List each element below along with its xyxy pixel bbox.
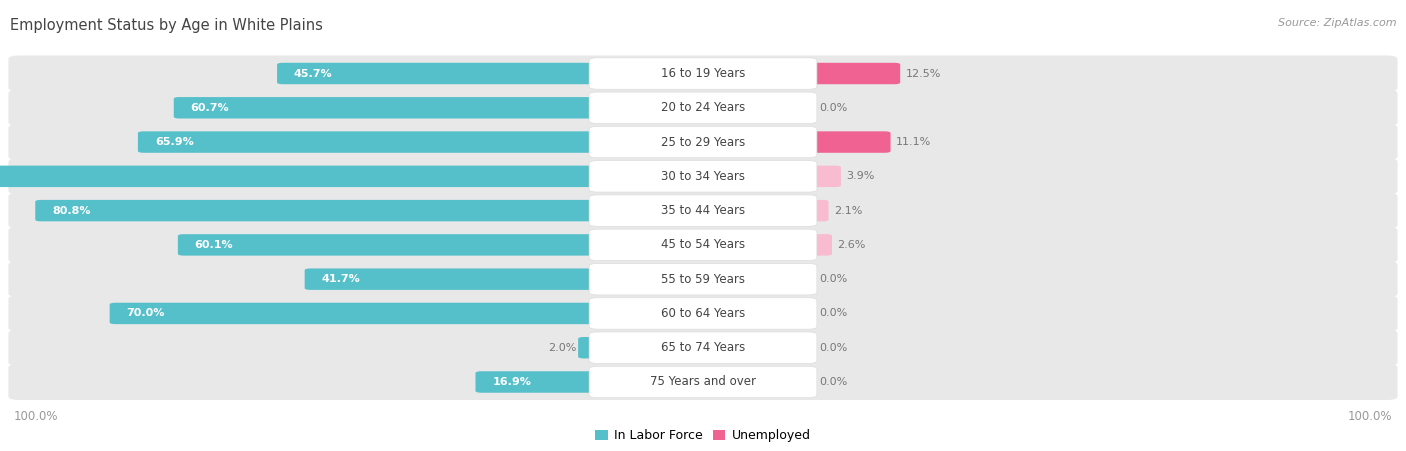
Text: 100.0%: 100.0% — [1347, 410, 1392, 423]
FancyBboxPatch shape — [803, 234, 832, 256]
Text: 0.0%: 0.0% — [820, 308, 848, 318]
FancyBboxPatch shape — [589, 161, 817, 192]
Text: 45 to 54 Years: 45 to 54 Years — [661, 239, 745, 251]
Text: 55 to 59 Years: 55 to 59 Years — [661, 273, 745, 285]
FancyBboxPatch shape — [803, 131, 890, 153]
Text: 60 to 64 Years: 60 to 64 Years — [661, 307, 745, 320]
Text: 2.0%: 2.0% — [548, 343, 576, 353]
Text: 16 to 19 Years: 16 to 19 Years — [661, 67, 745, 80]
FancyBboxPatch shape — [578, 337, 603, 359]
FancyBboxPatch shape — [8, 193, 1398, 229]
FancyBboxPatch shape — [589, 366, 817, 398]
FancyBboxPatch shape — [8, 90, 1398, 126]
FancyBboxPatch shape — [589, 263, 817, 295]
FancyBboxPatch shape — [803, 200, 828, 221]
Text: 2.1%: 2.1% — [834, 206, 862, 216]
FancyBboxPatch shape — [277, 63, 603, 84]
Text: 65 to 74 Years: 65 to 74 Years — [661, 341, 745, 354]
FancyBboxPatch shape — [803, 63, 900, 84]
FancyBboxPatch shape — [110, 303, 603, 324]
Text: 25 to 29 Years: 25 to 29 Years — [661, 136, 745, 148]
FancyBboxPatch shape — [589, 126, 817, 158]
Text: 60.1%: 60.1% — [195, 240, 233, 250]
Text: 2.6%: 2.6% — [838, 240, 866, 250]
Text: 45.7%: 45.7% — [294, 69, 333, 78]
Text: 12.5%: 12.5% — [905, 69, 941, 78]
Text: Source: ZipAtlas.com: Source: ZipAtlas.com — [1278, 18, 1396, 28]
FancyBboxPatch shape — [305, 268, 603, 290]
Text: 60.7%: 60.7% — [191, 103, 229, 113]
Text: 65.9%: 65.9% — [155, 137, 194, 147]
FancyBboxPatch shape — [8, 227, 1398, 263]
Text: 30 to 34 Years: 30 to 34 Years — [661, 170, 745, 183]
FancyBboxPatch shape — [138, 131, 603, 153]
Text: 16.9%: 16.9% — [492, 377, 531, 387]
Text: 100.0%: 100.0% — [14, 410, 59, 423]
Legend: In Labor Force, Unemployed: In Labor Force, Unemployed — [591, 424, 815, 447]
FancyBboxPatch shape — [589, 195, 817, 226]
Text: 0.0%: 0.0% — [820, 343, 848, 353]
FancyBboxPatch shape — [0, 166, 603, 187]
Text: Employment Status by Age in White Plains: Employment Status by Age in White Plains — [10, 18, 323, 33]
FancyBboxPatch shape — [475, 371, 603, 393]
Text: 3.9%: 3.9% — [846, 171, 875, 181]
FancyBboxPatch shape — [589, 58, 817, 89]
FancyBboxPatch shape — [8, 158, 1398, 194]
FancyBboxPatch shape — [179, 234, 603, 256]
Text: 70.0%: 70.0% — [127, 308, 165, 318]
FancyBboxPatch shape — [8, 295, 1398, 331]
FancyBboxPatch shape — [174, 97, 603, 119]
Text: 20 to 24 Years: 20 to 24 Years — [661, 101, 745, 114]
Text: 75 Years and over: 75 Years and over — [650, 376, 756, 388]
FancyBboxPatch shape — [8, 55, 1398, 92]
Text: 0.0%: 0.0% — [820, 274, 848, 284]
FancyBboxPatch shape — [8, 330, 1398, 366]
FancyBboxPatch shape — [8, 261, 1398, 297]
Text: 41.7%: 41.7% — [322, 274, 360, 284]
FancyBboxPatch shape — [589, 229, 817, 261]
Text: 11.1%: 11.1% — [896, 137, 931, 147]
FancyBboxPatch shape — [803, 166, 841, 187]
Text: 0.0%: 0.0% — [820, 377, 848, 387]
Text: 0.0%: 0.0% — [820, 103, 848, 113]
FancyBboxPatch shape — [589, 332, 817, 364]
FancyBboxPatch shape — [589, 298, 817, 329]
FancyBboxPatch shape — [8, 364, 1398, 400]
FancyBboxPatch shape — [35, 200, 603, 221]
FancyBboxPatch shape — [589, 92, 817, 124]
Text: 80.8%: 80.8% — [52, 206, 90, 216]
Text: 35 to 44 Years: 35 to 44 Years — [661, 204, 745, 217]
FancyBboxPatch shape — [8, 124, 1398, 160]
